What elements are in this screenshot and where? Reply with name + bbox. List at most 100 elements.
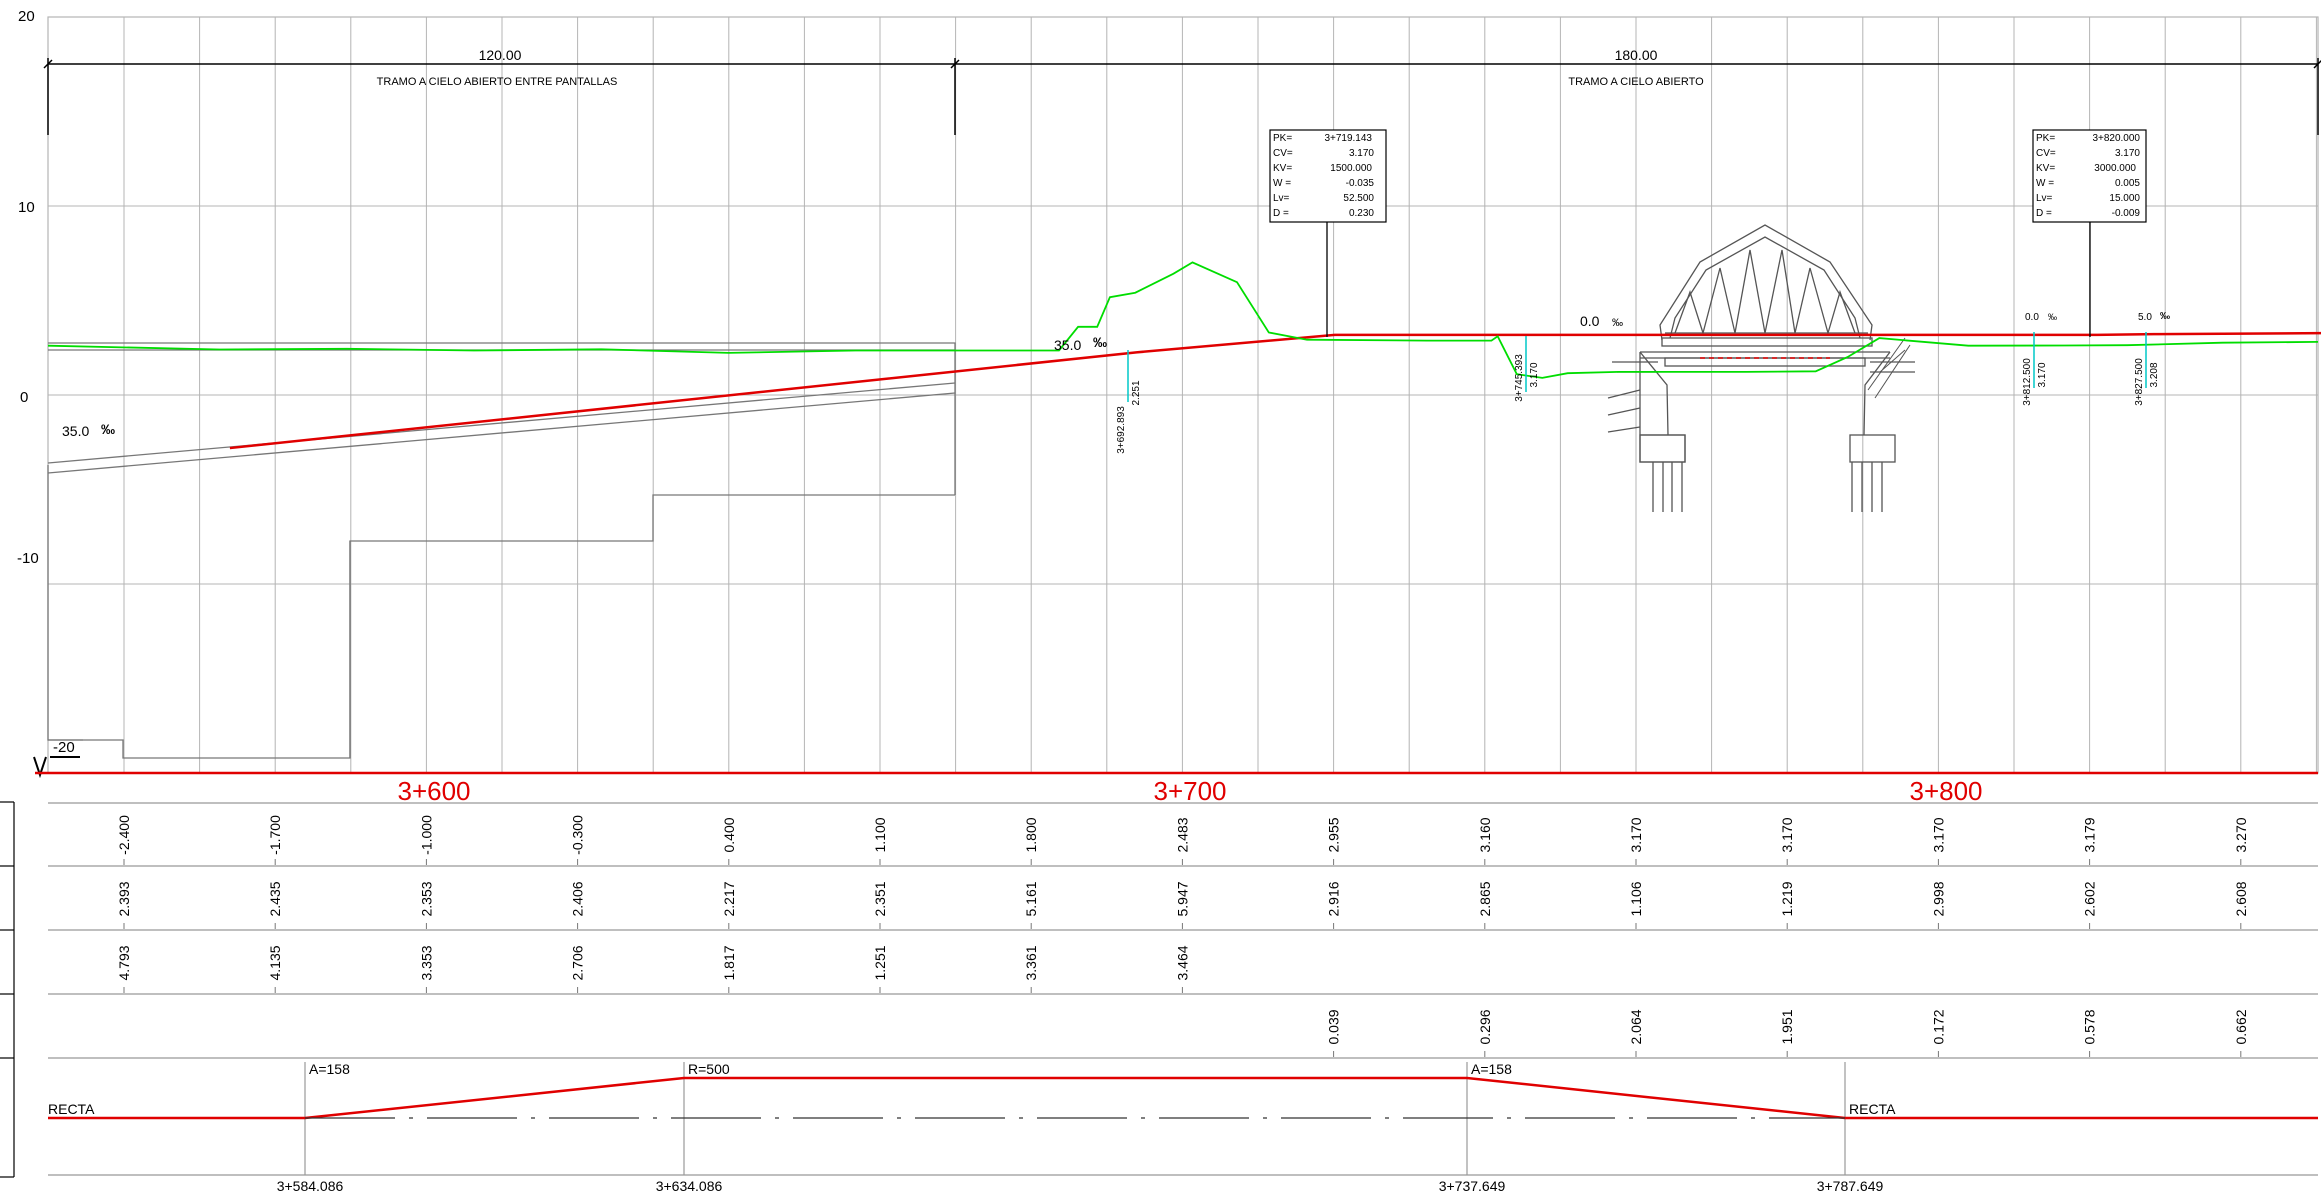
point-1-pk: 3+692.893: [1116, 406, 1127, 454]
elevation-tick-0: 0: [20, 389, 28, 406]
elevation-datum-label: -20: [53, 739, 75, 756]
grade-mid-value: 35.0: [1054, 337, 1081, 353]
chainage-3800: 3+800: [1909, 776, 1982, 806]
band-value-rasante: -1.000: [418, 815, 434, 855]
alignment-station-1: 3+584.086: [277, 1178, 344, 1194]
band-value-terraplen: 2.064: [1628, 1009, 1644, 1044]
band-value-rasante: 3.179: [2082, 817, 2098, 852]
band-value-rasante: 0.400: [721, 817, 737, 852]
band-value-terreno: 2.217: [721, 881, 737, 916]
band-value-terreno: 2.916: [1326, 881, 1342, 916]
vc2-value-d: -0.009: [2112, 208, 2141, 219]
band-value-rasante: 3.270: [2233, 817, 2249, 852]
band-value-terraplen: 0.296: [1477, 1009, 1493, 1044]
section-1-length: 120.00: [479, 47, 522, 63]
datum-arrow-icon: [33, 756, 47, 779]
band-value-rasante: 3.170: [1779, 817, 1795, 852]
grade-left-value: 35.0: [62, 423, 89, 439]
band-value-terreno: 2.998: [1930, 881, 1946, 916]
elevation-tick-10: 10: [18, 199, 35, 216]
vertical-curve-1: PK= 3+719.143 CV= 3.170 KV= 1500.000 W =…: [1269, 129, 1387, 337]
vc2-value-w: 0.005: [2115, 178, 2140, 189]
vc2-label-w: W =: [2036, 178, 2054, 189]
band-value-desmonte: 2.706: [570, 945, 586, 980]
band-value-terreno: 5.947: [1174, 881, 1190, 916]
section-dimensions: [43, 58, 2321, 135]
alignment-station-4: 3+787.649: [1817, 1178, 1884, 1194]
vc2-label-cv: CV=: [2036, 148, 2056, 159]
vc1-label-pk: PK=: [1273, 133, 1292, 144]
band-value-rasante: 2.483: [1174, 817, 1190, 852]
band-value-terreno: 2.865: [1477, 881, 1493, 916]
point-3-pk: 3+812.500: [2022, 358, 2033, 406]
band-value-terreno: 1.106: [1628, 881, 1644, 916]
alignment-label-recta-2: RECTA: [1849, 1101, 1896, 1117]
band-value-rasante: 2.955: [1326, 817, 1342, 852]
vc2-value-kv: 3000.000: [2094, 163, 2136, 174]
band-value-desmonte: 4.135: [267, 945, 283, 980]
alignment-band: RECTA A=158 R=500 A=158 RECTA 3+584.086 …: [48, 1061, 2318, 1194]
chainage-3600: 3+600: [397, 776, 470, 806]
band-value-terreno: 2.435: [267, 881, 283, 916]
grade-flat-unit: ‰: [1612, 317, 1623, 329]
vc1-label-kv: KV=: [1273, 163, 1292, 174]
point-2-pk: 3+745.393: [1514, 354, 1525, 402]
profile-lines: [47, 261, 2321, 450]
band-value-terreno: 1.219: [1779, 881, 1795, 916]
band-value-terraplen: 0.039: [1326, 1009, 1342, 1044]
vc1-label-w: W =: [1273, 178, 1291, 189]
point-2-elev: 3.170: [1529, 362, 1540, 387]
grade-flat-value: 0.0: [1580, 313, 1600, 329]
grade-right-rise-unit: ‰: [2160, 311, 2170, 322]
alignment-label-a158-2: A=158: [1471, 1061, 1512, 1077]
band-value-terreno: 2.393: [116, 881, 132, 916]
section-2-length: 180.00: [1615, 47, 1658, 63]
vc1-value-d: 0.230: [1349, 208, 1374, 219]
band-value-terraplen: 0.172: [1930, 1009, 1946, 1044]
band-value-terreno: 2.351: [872, 881, 888, 916]
bridge-structure: [1607, 224, 1915, 512]
profile-grid: [47, 16, 2319, 774]
alignment-station-2: 3+634.086: [656, 1178, 723, 1194]
point-markers: 3+692.893 2.251 3+745.393 3.170 3+812.50…: [1116, 332, 2160, 454]
vc2-label-pk: PK=: [2036, 133, 2055, 144]
alignment-label-recta-1: RECTA: [48, 1101, 95, 1117]
grade-left-unit: ‰: [101, 421, 115, 437]
band-value-desmonte: 3.353: [418, 945, 434, 980]
vc2-label-d: D =: [2036, 208, 2052, 219]
band-value-terreno: 2.406: [570, 881, 586, 916]
chainage-3700: 3+700: [1153, 776, 1226, 806]
vc1-value-pk: 3+719.143: [1324, 133, 1372, 144]
point-4-elev: 3.208: [2149, 362, 2160, 387]
band-value-terreno: 5.161: [1023, 881, 1039, 916]
vc2-value-pk: 3+820.000: [2092, 133, 2140, 144]
band-value-desmonte: 1.817: [721, 945, 737, 980]
terrain-line: [47, 261, 2319, 379]
vc1-label-cv: CV=: [1273, 148, 1293, 159]
vc1-label-d: D =: [1273, 208, 1289, 219]
band-value-terraplen: 1.951: [1779, 1009, 1795, 1044]
vc1-value-lv: 52.500: [1343, 193, 1374, 204]
alignment-label-a158-1: A=158: [309, 1061, 350, 1077]
grade-right-flat-value: 0.0: [2025, 312, 2039, 323]
band-value-terreno: 2.353: [418, 881, 434, 916]
vc1-label-lv: Lv=: [1273, 193, 1290, 204]
vc2-label-lv: Lv=: [2036, 193, 2053, 204]
band-value-desmonte: 3.361: [1023, 945, 1039, 980]
vertical-curve-2: PK= 3+820.000 CV= 3.170 KV= 3000.000 W =…: [2032, 129, 2147, 337]
point-3-elev: 3.170: [2037, 362, 2048, 387]
section-2-title: TRAMO A CIELO ABIERTO: [1568, 76, 1704, 88]
band-value-terraplen: 0.662: [2233, 1009, 2249, 1044]
grade-right-flat-unit: ‰: [2048, 312, 2057, 322]
band-value-rasante: 3.170: [1628, 817, 1644, 852]
band-value-rasante: -0.300: [570, 815, 586, 855]
band-value-rasante: -1.700: [267, 815, 283, 855]
band-value-desmonte: 4.793: [116, 945, 132, 980]
grade-right-rise-value: 5.0: [2138, 312, 2152, 323]
band-value-rasante: 3.160: [1477, 817, 1493, 852]
vc2-label-kv: KV=: [2036, 163, 2055, 174]
vc1-value-kv: 1500.000: [1330, 163, 1372, 174]
curvature-line: [48, 1076, 2318, 1120]
band-value-desmonte: 1.251: [872, 945, 888, 980]
